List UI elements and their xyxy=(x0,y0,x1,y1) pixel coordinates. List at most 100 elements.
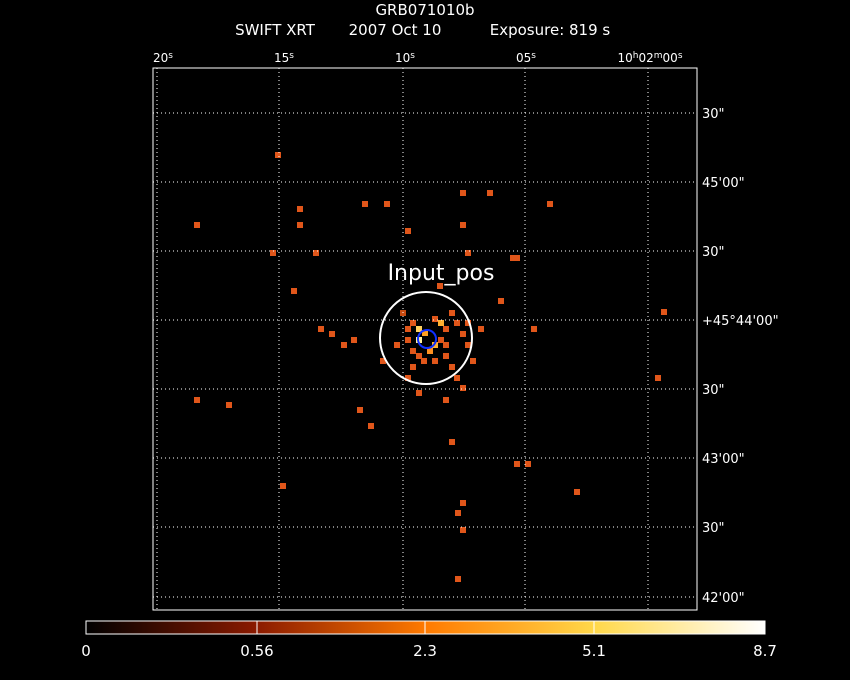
pixel xyxy=(438,320,444,326)
pixel xyxy=(454,320,460,326)
pixel xyxy=(394,342,400,348)
pixel xyxy=(422,330,428,336)
annotation: Input_pos xyxy=(388,261,495,286)
dec-label: 45'00" xyxy=(702,176,745,191)
ra-label-part: s xyxy=(410,51,415,61)
pixel xyxy=(574,489,580,495)
pixel xyxy=(405,337,411,343)
ra-label: 10h02m00s xyxy=(617,51,682,65)
pixel xyxy=(380,358,386,364)
pixel xyxy=(460,527,466,533)
ra-label-part: s xyxy=(531,51,536,61)
pixel xyxy=(291,288,297,294)
colorbar-label: 5.1 xyxy=(582,642,606,660)
pixel xyxy=(410,364,416,370)
dec-label: 30" xyxy=(702,383,725,398)
pixel xyxy=(465,320,471,326)
colorbar-label: 0.56 xyxy=(240,642,273,660)
pixel xyxy=(318,326,324,332)
ra-label-part: 15 xyxy=(274,51,289,65)
pixel xyxy=(470,358,476,364)
dec-label: 30" xyxy=(702,521,725,536)
pixel xyxy=(329,331,335,337)
pixel xyxy=(410,320,416,326)
pixel xyxy=(297,222,303,228)
ra-label: 05s xyxy=(516,51,536,65)
pixel xyxy=(405,228,411,234)
ra-label-part: 10 xyxy=(617,51,632,65)
ra-label-part: 00 xyxy=(663,51,678,65)
pixel xyxy=(432,316,438,322)
pixel xyxy=(465,342,471,348)
pixel xyxy=(275,152,281,158)
ra-label-part: h xyxy=(633,51,639,61)
pixel xyxy=(460,385,466,391)
pixel xyxy=(351,337,357,343)
pixel xyxy=(297,206,303,212)
pixel xyxy=(510,255,516,261)
pixel xyxy=(368,423,374,429)
date: 2007 Oct 10 xyxy=(349,21,442,39)
pixel xyxy=(341,342,347,348)
colorbar-label: 0 xyxy=(81,642,91,660)
instrument: SWIFT XRT xyxy=(235,21,316,39)
ra-label: 10s xyxy=(395,51,415,65)
pixel xyxy=(438,337,444,343)
pixel xyxy=(455,510,461,516)
ra-label-part: s xyxy=(678,51,683,61)
dec-label: 30" xyxy=(702,245,725,260)
ra-label-part: 20 xyxy=(153,51,168,65)
pixel xyxy=(514,461,520,467)
pixel xyxy=(416,326,422,332)
pixel xyxy=(427,348,433,354)
pixel xyxy=(514,255,520,261)
pixel xyxy=(362,201,368,207)
pixel xyxy=(416,353,422,359)
pixel xyxy=(443,342,449,348)
pixel xyxy=(525,461,531,467)
pixel xyxy=(487,190,493,196)
pixel xyxy=(416,390,422,396)
pixel xyxy=(460,500,466,506)
pixel xyxy=(357,407,363,413)
pixel xyxy=(194,222,200,228)
ra-label-part: m xyxy=(654,51,663,61)
pixel xyxy=(313,250,319,256)
colorbar-label: 2.3 xyxy=(413,642,437,660)
colorbar-label: 8.7 xyxy=(753,642,777,660)
pixel xyxy=(498,298,504,304)
pixel xyxy=(449,364,455,370)
pixel xyxy=(226,402,232,408)
title: GRB071010b xyxy=(375,1,474,19)
ra-label: 15s xyxy=(274,51,294,65)
pixel xyxy=(478,326,484,332)
pixel xyxy=(449,439,455,445)
exposure: Exposure: 819 s xyxy=(490,21,611,39)
frame xyxy=(152,67,698,611)
pixel xyxy=(443,353,449,359)
pixel xyxy=(443,326,449,332)
pixel xyxy=(460,190,466,196)
grid xyxy=(153,68,697,610)
ra-label-part: s xyxy=(289,51,294,61)
pixel xyxy=(194,397,200,403)
pixel xyxy=(270,250,276,256)
ra-label-part: 05 xyxy=(516,51,531,65)
pixel xyxy=(454,375,460,381)
pixel xyxy=(465,250,471,256)
dec-label: 30" xyxy=(702,107,725,122)
pixel xyxy=(547,201,553,207)
pixel xyxy=(432,358,438,364)
pixel xyxy=(384,201,390,207)
pixel xyxy=(449,310,455,316)
ra-label-part: 02 xyxy=(638,51,653,65)
position-circle xyxy=(417,329,437,349)
dec-label: 43'00" xyxy=(702,452,745,467)
pixel xyxy=(405,326,411,332)
ra-label-part: 10 xyxy=(395,51,410,65)
pixel xyxy=(437,283,443,289)
pixel xyxy=(655,375,661,381)
ra-label-part: s xyxy=(168,51,173,61)
